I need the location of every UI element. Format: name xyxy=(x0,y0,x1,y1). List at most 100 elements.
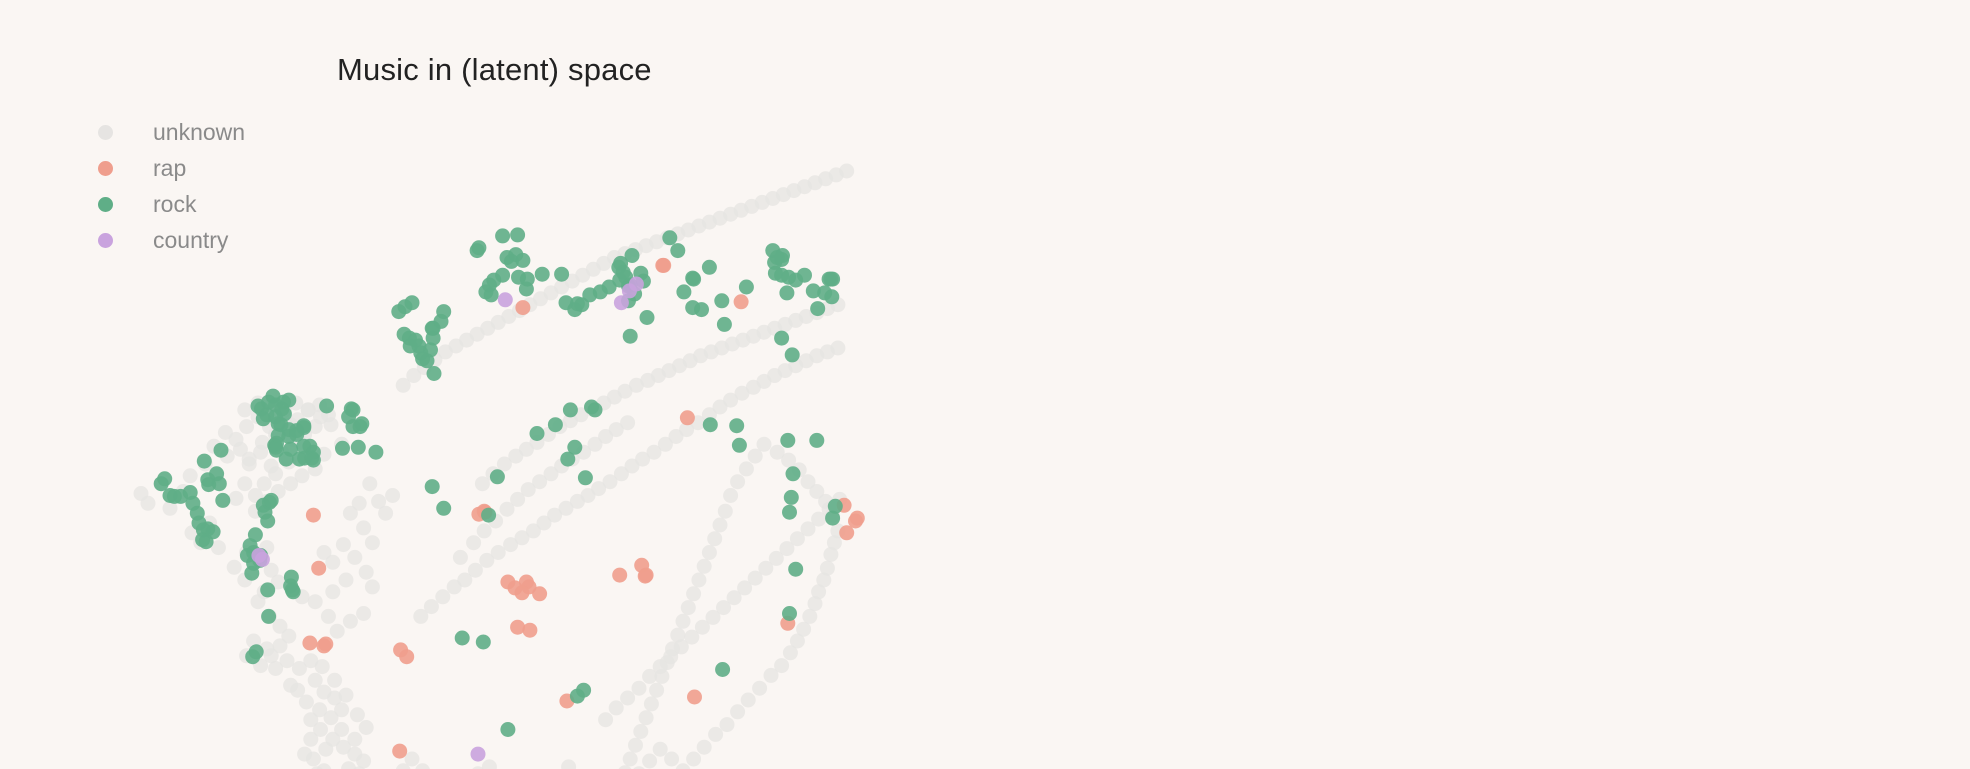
point-unknown xyxy=(796,621,812,637)
point-rock xyxy=(368,444,384,460)
point-rock xyxy=(782,504,797,520)
legend-marker-rock xyxy=(98,197,113,212)
point-unknown xyxy=(580,488,596,503)
point-rock xyxy=(471,240,487,256)
point-unknown xyxy=(281,628,297,644)
point-unknown xyxy=(789,531,805,547)
point-unknown xyxy=(723,488,739,503)
point-rap xyxy=(612,567,628,583)
point-rock xyxy=(404,295,420,311)
point-rap xyxy=(515,300,531,316)
legend-label-rock: rock xyxy=(153,191,197,217)
point-unknown xyxy=(358,720,374,735)
point-unknown xyxy=(774,658,790,674)
point-rock xyxy=(296,418,312,434)
point-rap xyxy=(656,257,672,273)
point-unknown xyxy=(816,572,832,588)
point-unknown xyxy=(228,490,244,506)
point-rock xyxy=(780,432,796,448)
point-rock xyxy=(587,402,603,418)
point-unknown xyxy=(800,474,816,490)
point-unknown xyxy=(272,638,288,654)
point-rock xyxy=(769,250,785,265)
point-unknown xyxy=(303,653,319,669)
point-rock xyxy=(824,289,840,305)
point-rock xyxy=(567,439,583,455)
point-rock xyxy=(576,682,592,698)
point-rock xyxy=(278,451,294,467)
chart-title: Music in (latent) space xyxy=(337,52,652,87)
point-unknown xyxy=(591,481,607,497)
point-rock xyxy=(529,426,545,441)
point-rock xyxy=(601,279,617,295)
point-unknown xyxy=(253,444,269,460)
point-unknown xyxy=(342,613,358,629)
point-unknown xyxy=(518,441,534,457)
point-unknown xyxy=(334,722,350,737)
point-unknown xyxy=(270,574,286,590)
point-unknown xyxy=(673,639,689,655)
point-unknown xyxy=(395,377,411,393)
point-unknown xyxy=(446,579,462,595)
point-rock xyxy=(305,452,321,468)
point-unknown xyxy=(413,608,429,624)
point-unknown xyxy=(675,613,691,629)
point-unknown xyxy=(830,340,846,356)
point-unknown xyxy=(802,608,818,624)
point-unknown xyxy=(358,564,374,580)
point-unknown xyxy=(726,590,742,606)
point-rap xyxy=(514,585,530,601)
legend-label-rap: rap xyxy=(153,155,187,181)
point-unknown xyxy=(608,700,624,716)
point-unknown xyxy=(642,668,658,684)
point-unknown xyxy=(679,422,695,438)
point-unknown xyxy=(701,545,717,560)
point-unknown xyxy=(364,579,380,595)
point-rock xyxy=(788,561,804,577)
legend-label-unknown: unknown xyxy=(153,119,246,145)
point-rock xyxy=(810,301,826,317)
point-unknown xyxy=(228,431,244,447)
point-unknown xyxy=(300,402,316,418)
point-rap xyxy=(392,743,408,759)
point-unknown xyxy=(503,537,519,553)
point-unknown xyxy=(638,710,654,726)
point-rock xyxy=(424,479,440,495)
point-country xyxy=(613,295,629,311)
point-rock xyxy=(285,584,301,600)
point-unknown xyxy=(602,474,618,490)
point-unknown xyxy=(707,531,723,547)
point-unknown xyxy=(356,606,372,621)
point-unknown xyxy=(536,515,552,531)
point-rock xyxy=(283,569,299,585)
point-rock xyxy=(782,606,797,621)
point-unknown xyxy=(633,766,645,769)
point-unknown xyxy=(620,415,636,431)
point-unknown xyxy=(342,505,358,521)
point-rock xyxy=(475,634,491,650)
point-rock xyxy=(547,417,563,433)
point-unknown xyxy=(719,717,735,733)
point-unknown xyxy=(476,523,492,539)
point-rock xyxy=(244,565,260,581)
point-rock xyxy=(785,466,801,482)
point-rock xyxy=(554,266,570,282)
point-unknown xyxy=(646,444,662,460)
point-unknown xyxy=(768,550,784,566)
point-unknown xyxy=(723,392,739,408)
point-unknown xyxy=(298,694,314,710)
point-unknown xyxy=(241,456,257,472)
point-rap xyxy=(849,510,865,526)
point-unknown xyxy=(598,712,614,728)
legend-marker-country xyxy=(98,233,113,248)
point-unknown xyxy=(347,731,363,747)
point-unknown xyxy=(686,751,702,767)
point-rock xyxy=(797,267,812,283)
point-unknown xyxy=(496,456,512,472)
point-unknown xyxy=(800,521,816,537)
point-unknown xyxy=(663,649,679,665)
point-unknown xyxy=(311,766,323,769)
point-unknown xyxy=(696,558,712,574)
point-unknown xyxy=(622,751,638,767)
